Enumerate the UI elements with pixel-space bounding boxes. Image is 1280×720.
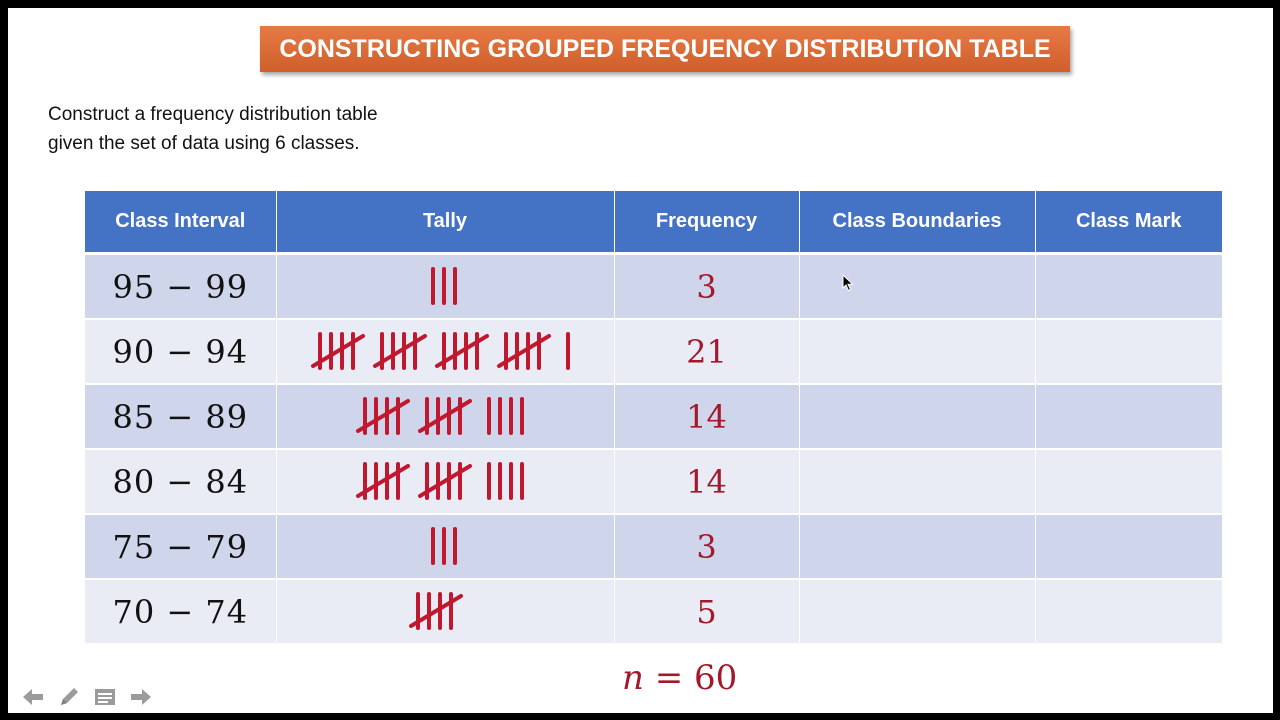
tally-slash (418, 398, 472, 433)
tally-cell (276, 253, 615, 320)
frequency-cell: 3 (614, 253, 800, 320)
class-boundaries-cell[interactable] (799, 514, 1036, 580)
class-mark-cell[interactable] (1035, 579, 1222, 645)
class-boundaries-cell[interactable] (799, 319, 1036, 385)
tally-slash (434, 333, 489, 368)
header-class-mark: Class Mark (1035, 191, 1222, 255)
frequency-cell: 14 (614, 384, 800, 450)
header-class-boundaries: Class Boundaries (799, 191, 1036, 255)
class-mark-cell[interactable] (1035, 449, 1222, 515)
frequency-cell: 5 (614, 579, 800, 645)
tally-slash (356, 463, 410, 498)
table-row: 75 − 79 3 (85, 514, 1222, 580)
menu-icon[interactable] (94, 688, 116, 711)
tally-marks (356, 396, 524, 435)
class-interval-cell: 80 − 84 (85, 449, 277, 515)
class-interval-cell: 95 − 99 (85, 253, 277, 320)
class-boundaries-cell[interactable] (799, 384, 1036, 450)
header-class-interval: Class Interval (85, 191, 277, 255)
forward-arrow-icon[interactable] (130, 688, 152, 711)
table-row: 80 − 84 14 (85, 449, 1222, 515)
tally-marks (310, 331, 570, 370)
sample-size-variable: n (622, 658, 644, 698)
sample-size-value: 60 (694, 658, 738, 698)
table-row: 90 − 94 21 (85, 319, 1222, 385)
frequency-cell: 14 (614, 449, 800, 515)
tally-cell (276, 449, 615, 515)
tally-marks (356, 461, 524, 500)
class-mark-cell[interactable] (1035, 253, 1222, 320)
class-boundaries-cell[interactable] (799, 449, 1036, 515)
tally-marks (430, 526, 457, 565)
tally-slash (418, 463, 472, 498)
tally-cell (276, 514, 615, 580)
class-mark-cell[interactable] (1035, 384, 1222, 450)
header-frequency: Frequency (614, 191, 800, 255)
class-mark-cell[interactable] (1035, 319, 1222, 385)
prompt-line-2: given the set of data using 6 classes. (48, 133, 360, 154)
tally-cell (276, 579, 615, 645)
tally-slash (310, 333, 365, 368)
tally-cell (276, 384, 615, 450)
prompt-text: Construct a frequency distribution table… (48, 100, 378, 158)
table-row: 85 − 89 14 (85, 384, 1222, 450)
tally-marks (409, 591, 463, 630)
tally-slash (372, 333, 427, 368)
header-tally: Tally (276, 191, 615, 255)
frequency-cell: 21 (614, 319, 800, 385)
tally-slash (496, 333, 551, 368)
class-interval-cell: 70 − 74 (85, 579, 277, 645)
class-boundaries-cell[interactable] (799, 579, 1036, 645)
sample-size-total: n = 60 (622, 658, 737, 698)
frequency-table: Class Interval Tally Frequency Class Bou… (85, 191, 1222, 645)
table-row: 95 − 99 3 (85, 253, 1222, 320)
class-mark-cell[interactable] (1035, 514, 1222, 580)
tally-slash (356, 398, 410, 433)
class-interval-cell: 85 − 89 (85, 384, 277, 450)
class-boundaries-cell[interactable] (799, 253, 1036, 320)
frequency-cell: 3 (614, 514, 800, 580)
tally-marks (430, 266, 457, 305)
class-interval-cell: 75 − 79 (85, 514, 277, 580)
tally-cell (276, 319, 615, 385)
class-interval-cell: 90 − 94 (85, 319, 277, 385)
equals-sign: = (654, 658, 684, 698)
slide-nav-controls (22, 686, 152, 713)
slide-title: CONSTRUCTING GROUPED FREQUENCY DISTRIBUT… (260, 26, 1070, 72)
table-row: 70 − 74 5 (85, 579, 1222, 645)
pen-icon[interactable] (58, 686, 80, 713)
back-arrow-icon[interactable] (22, 688, 44, 711)
mouse-cursor-icon (842, 273, 854, 297)
prompt-line-1: Construct a frequency distribution table (48, 104, 378, 125)
tally-slash (409, 593, 463, 628)
table-header-row: Class Interval Tally Frequency Class Bou… (85, 191, 1222, 255)
slide: CONSTRUCTING GROUPED FREQUENCY DISTRIBUT… (8, 8, 1273, 713)
